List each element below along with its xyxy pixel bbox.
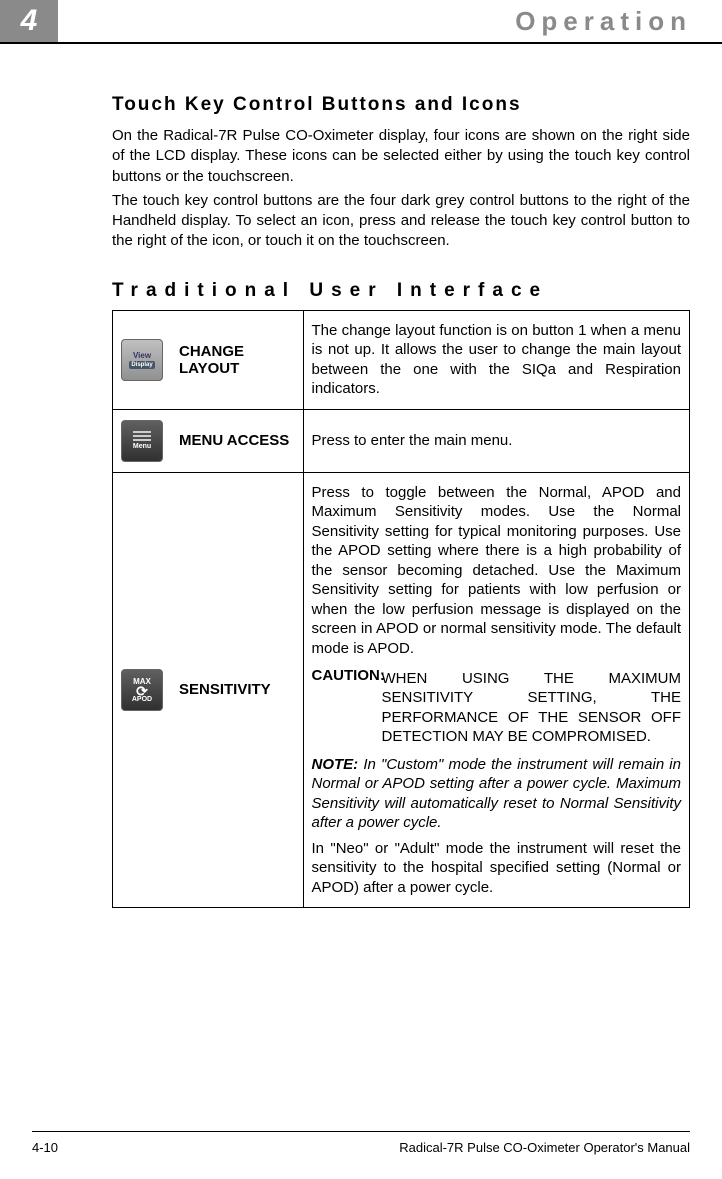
after-note-text: In "Neo" or "Adult" mode the instrument … bbox=[312, 839, 682, 898]
page-footer: 4-10 Radical-7R Pulse CO-Oximeter Operat… bbox=[0, 1131, 722, 1155]
content-area: Touch Key Control Buttons and Icons On t… bbox=[0, 44, 722, 908]
caution-text: WHEN USING THE MAXIMUM SENSITIVITY SETTI… bbox=[382, 669, 682, 747]
icon-text-bottom: Display bbox=[129, 361, 154, 369]
menu-lines-icon bbox=[133, 431, 151, 441]
icon-cell: MAX ⟳ APOD bbox=[113, 472, 172, 908]
function-description: Press to enter the main menu. bbox=[303, 409, 690, 472]
note-text-body: In "Custom" mode the instrument will rem… bbox=[312, 756, 682, 832]
footer-rule bbox=[32, 1131, 690, 1132]
section-title: Touch Key Control Buttons and Icons bbox=[112, 94, 690, 116]
subheading: Traditional User Interface bbox=[112, 280, 690, 302]
caution-block: CAUTION: WHEN USING THE MAXIMUM SENSITIV… bbox=[312, 666, 682, 747]
icon-text-bottom: APOD bbox=[132, 696, 152, 703]
cycle-arrows-icon: ⟳ bbox=[136, 686, 148, 696]
menu-icon: Menu bbox=[121, 420, 163, 462]
page-number: 4-10 bbox=[32, 1140, 58, 1155]
page: 4 Operation Touch Key Control Buttons an… bbox=[0, 0, 722, 1179]
caution-label: CAUTION: bbox=[312, 667, 385, 684]
max-apod-icon: MAX ⟳ APOD bbox=[121, 669, 163, 711]
icon-cell: Menu bbox=[113, 409, 172, 472]
manual-title: Radical-7R Pulse CO-Oximeter Operator's … bbox=[399, 1140, 690, 1155]
page-header: 4 Operation bbox=[0, 0, 722, 42]
function-label: MENU ACCESS bbox=[171, 409, 303, 472]
icon-text-top: View bbox=[133, 351, 151, 360]
function-label: CHANGE LAYOUT bbox=[171, 310, 303, 409]
icon-text: Menu bbox=[133, 443, 151, 450]
interface-table: View Display CHANGE LAYOUT The change la… bbox=[112, 310, 690, 909]
function-description: The change layout function is on button … bbox=[303, 310, 690, 409]
icon-cell: View Display bbox=[113, 310, 172, 409]
note-block: NOTE: In "Custom" mode the instrument wi… bbox=[312, 755, 682, 833]
intro-paragraph-2: The touch key control buttons are the fo… bbox=[112, 191, 690, 252]
view-display-icon: View Display bbox=[121, 339, 163, 381]
note-label: NOTE: bbox=[312, 756, 359, 773]
table-row: View Display CHANGE LAYOUT The change la… bbox=[113, 310, 690, 409]
function-label: SENSITIVITY bbox=[171, 472, 303, 908]
chapter-title: Operation bbox=[58, 0, 722, 42]
table-row: MAX ⟳ APOD SENSITIVITY Press to toggle b… bbox=[113, 472, 690, 908]
footer-row: 4-10 Radical-7R Pulse CO-Oximeter Operat… bbox=[32, 1140, 690, 1155]
sensitivity-main-text: Press to toggle between the Normal, APOD… bbox=[312, 484, 682, 657]
function-description: Press to toggle between the Normal, APOD… bbox=[303, 472, 690, 908]
table-row: Menu MENU ACCESS Press to enter the main… bbox=[113, 409, 690, 472]
chapter-number-tab: 4 bbox=[0, 0, 58, 42]
intro-paragraph-1: On the Radical-7R Pulse CO-Oximeter disp… bbox=[112, 126, 690, 187]
